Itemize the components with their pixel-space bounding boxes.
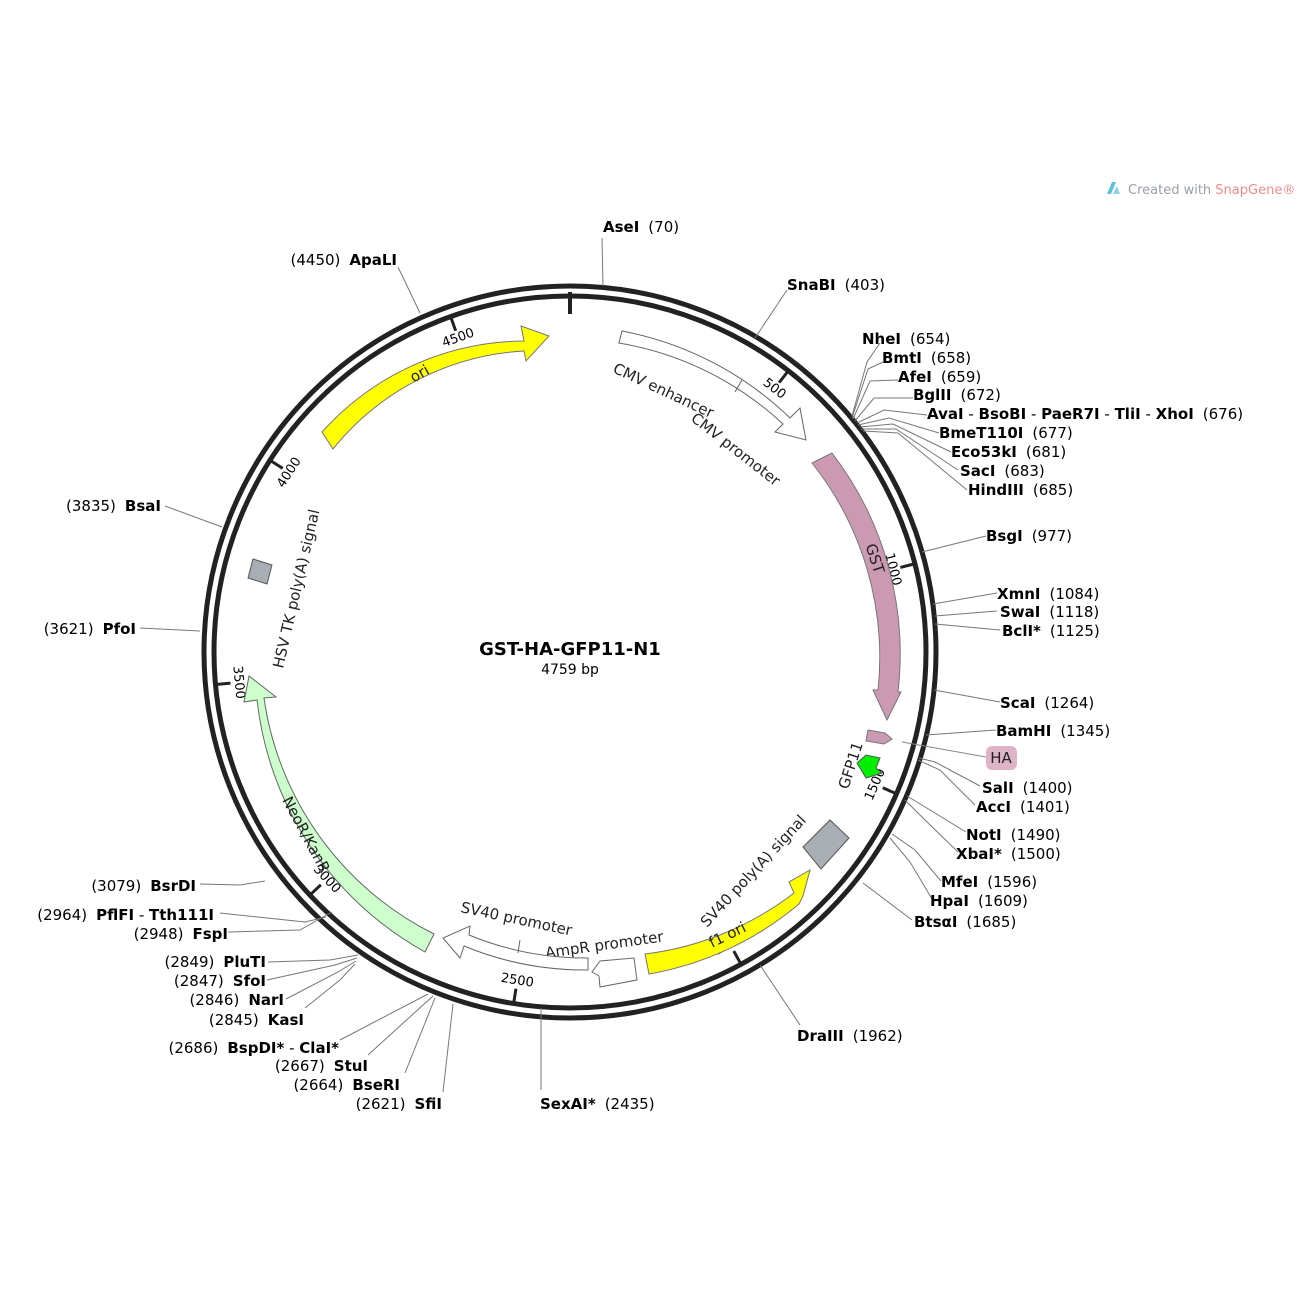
site-bseri[interactable]: (2664) BseRI	[293, 1076, 400, 1094]
watermark-brand: SnapGene®	[1215, 183, 1295, 198]
site-acci[interactable]: AccI (1401)	[976, 798, 1070, 816]
tick-mark-1500	[882, 786, 896, 795]
site-apali[interactable]: (4450) ApaLI	[291, 251, 398, 269]
restriction-sites: AseI (70) SnaBI (403) NheI (654) BmtI (658) …	[37, 218, 1243, 1113]
feature-sv40-promoter[interactable]: SV40 promoter	[442, 898, 589, 971]
site-bglii[interactable]: BglII (672)	[913, 386, 1001, 404]
site-hindiii[interactable]: HindIII (685)	[968, 481, 1073, 499]
site-eco53ki[interactable]: Eco53kI (681)	[951, 443, 1066, 461]
site-bmti[interactable]: BmtI (658)	[882, 349, 971, 367]
ruler-ticks: 50010001500200025003000350040004500	[217, 317, 914, 1002]
site-nhei[interactable]: NheI (654)	[862, 330, 950, 348]
tick-mark-500	[777, 371, 789, 384]
tick-mark-2500	[512, 988, 518, 1002]
site-pflfi-group[interactable]: (2964) PflFI - Tth111I	[37, 906, 214, 924]
feature-hsv-tk-polya[interactable]: HSV TK poly(A) signal	[247, 508, 323, 670]
site-leaders	[139, 237, 1001, 1093]
watermark-prefix: Created with	[1128, 183, 1215, 198]
site-asei[interactable]: AseI (70)	[603, 218, 679, 236]
plasmid-backbone	[201, 283, 939, 1021]
feature-sv40-polya-label: SV40 poly(A) signal	[697, 811, 810, 930]
site-draiii[interactable]: DraIII (1962)	[797, 1027, 903, 1045]
tick-mark-1000	[899, 562, 914, 569]
site-snabi[interactable]: SnaBI (403)	[787, 276, 885, 294]
site-mfei[interactable]: MfeI (1596)	[941, 873, 1037, 891]
feature-ha[interactable]: HA	[865, 729, 1017, 770]
site-pfoi[interactable]: (3621) PfoI	[44, 620, 136, 638]
site-bsrdi[interactable]: (3079) BsrDI	[91, 877, 196, 895]
feature-neor-kanr-label: NeoR/KanR	[278, 793, 333, 875]
site-stui[interactable]: (2667) StuI	[275, 1057, 368, 1075]
site-scai[interactable]: ScaI (1264)	[1000, 694, 1094, 712]
feature-cmv-enhancer[interactable]: CMV enhancer CMV promoter	[610, 330, 807, 490]
site-sfii[interactable]: (2621) SfiI	[356, 1095, 442, 1113]
site-xmni[interactable]: XmnI (1084)	[997, 585, 1099, 603]
site-hpai[interactable]: HpaI (1609)	[930, 892, 1028, 910]
feature-sv40-promoter-label: SV40 promoter	[459, 898, 574, 939]
site-avai-group[interactable]: AvaI - BsoBI - PaeR7I - TliI - XhoI (676)	[927, 405, 1243, 423]
tick-label-3500: 3500	[229, 665, 247, 699]
site-kasi[interactable]: (2845) KasI	[209, 1011, 304, 1029]
tick-label-2500: 2500	[500, 971, 535, 991]
site-afei[interactable]: AfeI (659)	[898, 368, 981, 386]
site-xbai[interactable]: XbaI* (1500)	[956, 845, 1061, 863]
tick-mark-2000	[732, 950, 742, 964]
feature-ha-label: HA	[990, 749, 1012, 767]
site-saci[interactable]: SacI (683)	[960, 462, 1045, 480]
feature-gst-label: GST	[862, 541, 889, 576]
site-bmet110i[interactable]: BmeT110I (677)	[939, 424, 1073, 442]
plasmid-name: GST-HA-GFP11-N1	[479, 639, 661, 660]
tick-label-4000: 4000	[274, 455, 304, 491]
site-swai[interactable]: SwaI (1118)	[1000, 603, 1099, 621]
tick-mark-4000	[270, 460, 284, 470]
snapgene-watermark: Created with SnapGene®	[1107, 182, 1295, 198]
tick-mark-3000	[310, 883, 322, 895]
site-bsai[interactable]: (3835) BsaI	[66, 497, 161, 515]
site-bspdi-group[interactable]: (2686) BspDI* - ClaI*	[168, 1039, 339, 1057]
site-btsgi[interactable]: BtsαI (1685)	[914, 913, 1016, 931]
site-nari[interactable]: (2846) NarI	[189, 991, 284, 1009]
feature-cmv-promoter-label: CMV promoter	[688, 409, 785, 490]
site-sexai[interactable]: SexAI* (2435)	[540, 1095, 655, 1113]
tick-mark-4500	[449, 317, 458, 332]
site-bsgi[interactable]: BsgI (977)	[986, 527, 1072, 545]
site-sali[interactable]: SalI (1400)	[982, 779, 1073, 797]
site-pluti[interactable]: (2849) PluTI	[164, 953, 266, 971]
site-sfoi[interactable]: (2847) SfoI	[174, 972, 266, 990]
snapgene-logo-icon	[1107, 182, 1120, 194]
feature-neor-kanr[interactable]: NeoR/KanR	[243, 675, 435, 953]
site-bamhi[interactable]: BamHI (1345)	[996, 722, 1110, 740]
site-fspi[interactable]: (2948) FspI	[134, 925, 228, 943]
svg-text:Created with SnapGene®: Created with SnapGene®	[1128, 183, 1295, 198]
feature-ori[interactable]: ori	[321, 325, 550, 450]
plasmid-length: 4759 bp	[541, 662, 599, 678]
feature-hsv-tk-polya-label: HSV TK poly(A) signal	[269, 508, 323, 670]
site-bcli[interactable]: BclI* (1125)	[1002, 622, 1100, 640]
tick-mark-3500	[217, 681, 231, 686]
site-noti[interactable]: NotI (1490)	[966, 826, 1061, 844]
